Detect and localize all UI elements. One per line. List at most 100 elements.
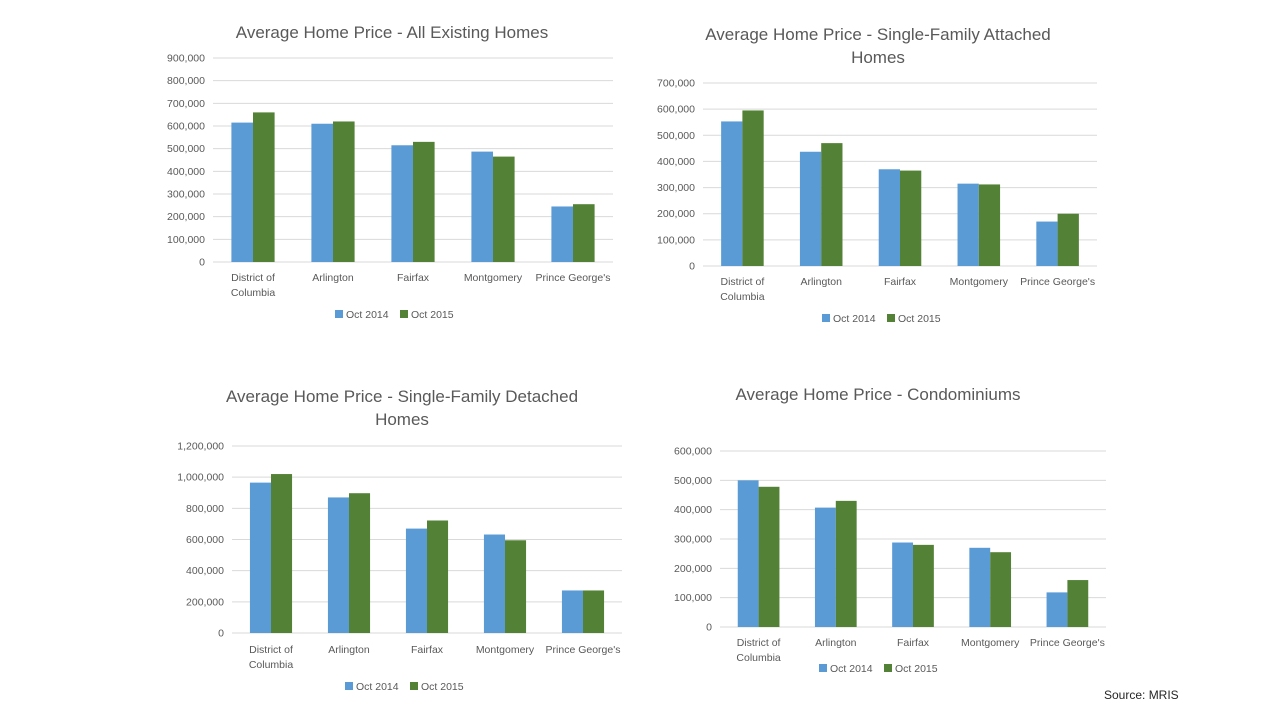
y-tick-label: 600,000 xyxy=(674,446,712,458)
bar-oct-2014 xyxy=(814,507,836,627)
legend-label: Oct 2015 xyxy=(898,313,941,325)
legend-swatch xyxy=(887,314,895,322)
y-tick-label: 200,000 xyxy=(167,211,205,223)
bar-oct-2014 xyxy=(551,206,573,262)
legend-swatch xyxy=(819,664,827,672)
y-tick-label: 500,000 xyxy=(674,475,712,487)
category-label: Montgomery xyxy=(476,644,535,656)
legend-label: Oct 2014 xyxy=(833,313,876,325)
chart-title: Homes xyxy=(851,48,905,67)
bar-oct-2015 xyxy=(835,500,857,627)
y-tick-label: 800,000 xyxy=(186,503,224,515)
bar-oct-2015 xyxy=(573,204,595,262)
bar-oct-2014 xyxy=(471,151,493,262)
legend-swatch xyxy=(410,682,418,690)
chart-all-existing-homes: Average Home Price - All Existing Homes 0… xyxy=(0,0,640,360)
y-tick-label: 0 xyxy=(689,261,695,273)
legend-swatch xyxy=(345,682,353,690)
bar-oct-2015 xyxy=(583,590,605,633)
y-tick-label: 500,000 xyxy=(167,143,205,155)
y-tick-label: 100,000 xyxy=(167,234,205,246)
bar-oct-2015 xyxy=(913,544,934,627)
bar-oct-2014 xyxy=(231,122,253,262)
chart-condominiums: Average Home Price - Condominiums 0 100,00… xyxy=(640,360,1280,720)
chart-title: Average Home Price - Single-Family Detac… xyxy=(226,387,578,406)
category-label: Arlington xyxy=(815,637,857,649)
y-tick-label: 100,000 xyxy=(674,592,712,604)
bar-oct-2015 xyxy=(333,121,355,262)
chart-svg: Average Home Price - Single-Family Attac… xyxy=(657,25,1097,325)
y-tick-label: 200,000 xyxy=(186,596,224,608)
y-tick-label: 1,000,000 xyxy=(177,472,224,484)
legend-label: Oct 2015 xyxy=(421,681,464,693)
chart-single-family-attached: Average Home Price - Single-Family Attac… xyxy=(640,0,1280,360)
chart-title: Average Home Price - All Existing Homes xyxy=(236,23,548,42)
category-label: District of xyxy=(721,276,765,288)
category-label: Columbia xyxy=(231,287,276,299)
chart-single-family-detached: Average Home Price - Single-Family Detac… xyxy=(0,360,640,720)
category-label: Fairfax xyxy=(411,644,444,656)
category-label: Arlington xyxy=(800,276,842,288)
y-tick-label: 600,000 xyxy=(186,534,224,546)
category-label: Columbia xyxy=(720,291,765,303)
y-tick-label: 500,000 xyxy=(657,130,695,142)
bar-oct-2015 xyxy=(742,110,764,266)
bar-oct-2014 xyxy=(327,497,349,633)
bar-oct-2014 xyxy=(1036,221,1058,266)
bar-oct-2014 xyxy=(721,121,743,267)
bar-oct-2014 xyxy=(391,145,413,262)
chart-title: Average Home Price - Single-Family Attac… xyxy=(705,25,1051,44)
y-tick-label: 200,000 xyxy=(657,208,695,220)
bar-oct-2015 xyxy=(990,552,1012,627)
category-label: Fairfax xyxy=(897,637,930,649)
bar-oct-2015 xyxy=(758,486,780,627)
y-tick-label: 400,000 xyxy=(186,565,224,577)
y-tick-label: 800,000 xyxy=(167,75,205,87)
category-label: District of xyxy=(737,637,781,649)
legend-label: Oct 2015 xyxy=(895,663,938,675)
category-label: Columbia xyxy=(736,652,781,664)
bar-oct-2014 xyxy=(799,151,822,266)
bar-oct-2015 xyxy=(253,112,275,263)
y-tick-label: 300,000 xyxy=(657,182,695,194)
category-label: Montgomery xyxy=(961,637,1020,649)
category-label: Montgomery xyxy=(464,272,523,284)
category-label: Montgomery xyxy=(950,276,1009,288)
legend-swatch xyxy=(400,310,408,318)
category-label: Fairfax xyxy=(884,276,917,288)
legend-swatch xyxy=(335,310,343,318)
legend-label: Oct 2014 xyxy=(830,663,873,675)
bar-oct-2014 xyxy=(483,534,505,633)
category-label: District of xyxy=(249,644,293,656)
bar-oct-2015 xyxy=(1067,580,1089,627)
bar-oct-2015 xyxy=(505,540,527,633)
category-label: Columbia xyxy=(249,659,294,671)
y-tick-label: 0 xyxy=(706,622,712,634)
y-tick-label: 1,200,000 xyxy=(177,441,224,453)
bar-oct-2014 xyxy=(1046,592,1068,627)
category-label: Arlington xyxy=(312,272,354,284)
y-tick-label: 700,000 xyxy=(657,78,695,90)
bar-oct-2014 xyxy=(892,542,913,627)
chart-title: Average Home Price - Condominiums xyxy=(735,385,1020,404)
y-tick-label: 600,000 xyxy=(657,104,695,116)
category-label: Prince George's xyxy=(546,644,621,656)
y-tick-label: 100,000 xyxy=(657,234,695,246)
y-tick-label: 400,000 xyxy=(167,166,205,178)
bar-oct-2014 xyxy=(969,547,991,627)
category-label: Fairfax xyxy=(397,272,430,284)
category-label: Arlington xyxy=(328,644,370,656)
legend-label: Oct 2014 xyxy=(356,681,399,693)
y-tick-label: 900,000 xyxy=(167,53,205,65)
legend-label: Oct 2015 xyxy=(411,309,454,321)
bar-oct-2014 xyxy=(737,480,759,627)
y-tick-label: 400,000 xyxy=(674,504,712,516)
y-tick-label: 700,000 xyxy=(167,98,205,110)
chart-title: Homes xyxy=(375,410,429,429)
bar-oct-2015 xyxy=(978,184,1001,266)
bar-oct-2015 xyxy=(493,156,515,262)
bar-oct-2014 xyxy=(957,183,979,266)
chart-svg: Average Home Price - All Existing Homes 0… xyxy=(167,23,613,321)
bar-oct-2014 xyxy=(249,482,271,633)
legend-swatch xyxy=(884,664,892,672)
